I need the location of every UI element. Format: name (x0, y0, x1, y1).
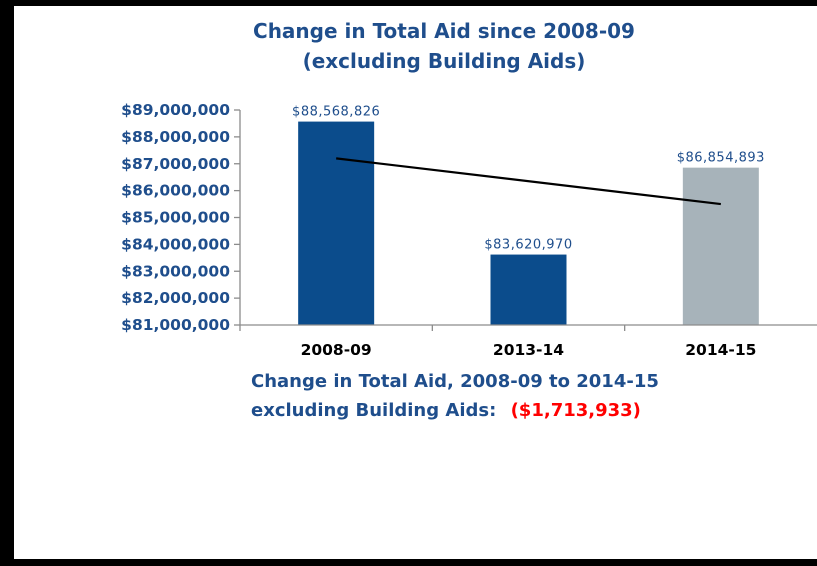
y-tick-label: $87,000,000 (121, 155, 230, 173)
x-category-label: 2008-09 (301, 341, 372, 359)
y-tick-label: $81,000,000 (121, 316, 230, 334)
y-axis: $81,000,000 $82,000,000 $83,000,000 $84,000… (121, 101, 241, 334)
y-tick-label: $86,000,000 (121, 182, 230, 200)
chart-panel: Change in Total Aid since 2008-09 (exclu… (14, 6, 817, 559)
data-label: $88,568,826 (292, 105, 380, 120)
data-label: $83,620,970 (484, 238, 572, 253)
trend-line (336, 157, 721, 206)
bars-group (298, 121, 759, 325)
y-tick-label: $89,000,000 (121, 101, 230, 119)
summary-line-2: excluding Building Aids: ($1,713,933) (251, 400, 641, 421)
y-tick-label: $85,000,000 (121, 209, 230, 227)
x-category-label: 2014-15 (685, 341, 756, 359)
data-labels-group: $88,568,826 $83,620,970 $86,854,893 (292, 105, 765, 253)
x-axis: 2008-09 2013-14 2014-15 (239, 324, 817, 359)
bar-2014-15 (682, 167, 759, 325)
chart-title: Change in Total Aid since 2008-09 (253, 19, 635, 43)
summary-line-2-prefix: excluding Building Aids: (251, 400, 496, 421)
x-category-label: 2013-14 (493, 341, 564, 359)
summary-change-value: ($1,713,933) (511, 400, 641, 421)
bar-chart: Change in Total Aid since 2008-09 (exclu… (121, 19, 817, 421)
chart-subtitle: (excluding Building Aids) (303, 49, 586, 73)
y-tick-label: $84,000,000 (121, 235, 230, 253)
y-tick-label: $83,000,000 (121, 262, 230, 280)
summary-line-1: Change in Total Aid, 2008-09 to 2014-15 (251, 371, 659, 392)
data-label: $86,854,893 (677, 151, 765, 166)
y-tick-label: $82,000,000 (121, 289, 230, 307)
bar-2013-14 (490, 254, 567, 325)
y-tick-label: $88,000,000 (121, 128, 230, 146)
bar-2008-09 (298, 121, 375, 325)
